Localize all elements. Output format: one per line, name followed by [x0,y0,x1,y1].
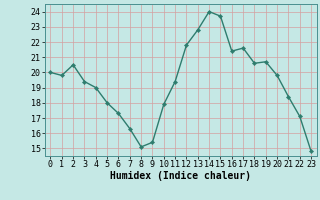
X-axis label: Humidex (Indice chaleur): Humidex (Indice chaleur) [110,171,251,181]
